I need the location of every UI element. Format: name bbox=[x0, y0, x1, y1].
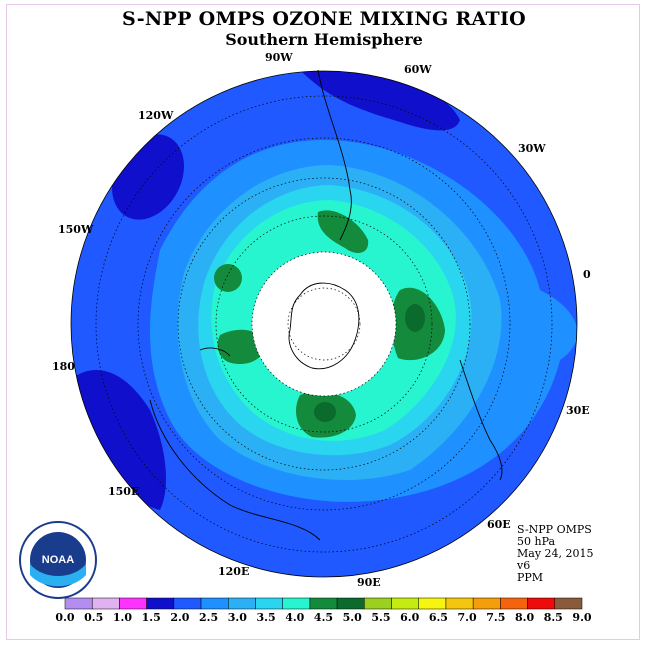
colorbar-tick-label: 1.0 bbox=[113, 611, 132, 624]
colorbar-tick-label: 9.0 bbox=[572, 611, 591, 624]
info-units: PPM bbox=[517, 571, 544, 584]
colorbar-swatch bbox=[119, 597, 147, 610]
colorbar-swatch bbox=[64, 597, 93, 610]
noaa-logo: NOAA bbox=[19, 521, 97, 599]
lon-label-150e: 150E bbox=[108, 485, 139, 498]
colorbar-swatch bbox=[336, 597, 365, 610]
colorbar-tick-label: 7.0 bbox=[458, 611, 477, 624]
contour-4.5-5.0-a bbox=[317, 210, 369, 253]
info-pressure: 50 hPa bbox=[517, 535, 556, 548]
colorbar-tick-label: 2.0 bbox=[170, 611, 189, 624]
logo-text: NOAA bbox=[42, 554, 74, 566]
lon-label-180: 180 bbox=[52, 360, 75, 373]
colorbar-swatch bbox=[391, 597, 419, 610]
colorbar-swatch bbox=[146, 597, 175, 610]
africa-coast bbox=[459, 359, 503, 481]
colorbar-swatch bbox=[445, 597, 474, 610]
lon-label-90w: 90W bbox=[265, 51, 293, 64]
colorbar-tick-label: 4.0 bbox=[285, 611, 304, 624]
lon-label-120e: 120E bbox=[218, 565, 249, 578]
colorbar-tick-label: 6.0 bbox=[400, 611, 419, 624]
colorbar-swatch bbox=[282, 597, 311, 610]
colorbar-swatch bbox=[91, 597, 120, 610]
lon-label-0: 0 bbox=[583, 268, 591, 281]
colorbar-tick-label: 0.5 bbox=[84, 611, 103, 624]
colorbar-tick-label: 7.5 bbox=[486, 611, 505, 624]
south-america-coast bbox=[317, 69, 352, 241]
contour-1.5-2.0-c bbox=[71, 370, 166, 510]
map-boundary bbox=[70, 70, 578, 578]
colorbar-swatch bbox=[364, 597, 392, 610]
polar-night-gap bbox=[252, 252, 396, 396]
coastlines bbox=[149, 69, 503, 541]
info-version: v6 bbox=[517, 559, 531, 572]
colorbar-tick-label: 2.5 bbox=[199, 611, 218, 624]
colorbar-swatch bbox=[173, 597, 202, 610]
lon-label-120w: 120W bbox=[138, 109, 174, 122]
colorbar-tick-label: 8.0 bbox=[515, 611, 534, 624]
colorbar-swatch bbox=[527, 597, 556, 610]
contour-5.0-5.5-a bbox=[405, 304, 425, 332]
colorbar-swatch bbox=[472, 597, 501, 610]
contour-5.0-5.5-b bbox=[314, 402, 336, 422]
antarctica-coast bbox=[288, 282, 360, 370]
colorbar-tick-label: 5.0 bbox=[343, 611, 362, 624]
australia-coast bbox=[149, 399, 321, 541]
colorbar-tick-label: 3.5 bbox=[256, 611, 275, 624]
colorbar-swatch bbox=[554, 597, 583, 610]
map-title: S-NPP OMPS OZONE MIXING RATIO bbox=[121, 8, 527, 30]
lon-label-150w: 150W bbox=[58, 223, 94, 236]
lon-label-30w: 30W bbox=[518, 142, 546, 155]
colorbar-tick-label: 3.0 bbox=[228, 611, 247, 624]
colorbar-swatch bbox=[309, 597, 338, 610]
colorbar-swatch bbox=[255, 597, 283, 610]
figure-frame bbox=[6, 4, 640, 640]
colorbar-tick-label: 8.5 bbox=[544, 611, 563, 624]
lon-label-60w: 60W bbox=[404, 63, 432, 76]
info-instrument: S-NPP OMPS bbox=[517, 523, 592, 536]
colorbar-swatch bbox=[200, 597, 229, 610]
colorbar-tick-label: 4.5 bbox=[314, 611, 333, 624]
colorbar-tick-label: 0.0 bbox=[55, 611, 74, 624]
contour-4.5-5.0-b bbox=[214, 264, 242, 292]
longitude-labels: 90W 60W 30W 0 30E 60E 90E 120E 150E 180 … bbox=[52, 51, 591, 589]
graticule bbox=[95, 95, 553, 553]
map-subtitle: Southern Hemisphere bbox=[225, 30, 423, 49]
colorbar-tick-label: 5.5 bbox=[371, 611, 390, 624]
colorbar-tick-label: 1.5 bbox=[142, 611, 161, 624]
lon-label-30e: 30E bbox=[566, 404, 590, 417]
colorbar-swatch bbox=[418, 597, 447, 610]
info-date: May 24, 2015 bbox=[517, 547, 594, 560]
colorbar-swatch bbox=[228, 597, 256, 610]
colorbar-swatch bbox=[500, 597, 528, 610]
colorbar-tick-label: 6.5 bbox=[429, 611, 448, 624]
lon-label-60e: 60E bbox=[487, 518, 511, 531]
contour-1.5-2.0-a bbox=[300, 71, 460, 131]
new-zealand-coast bbox=[199, 347, 231, 357]
lon-label-90e: 90E bbox=[357, 576, 381, 589]
